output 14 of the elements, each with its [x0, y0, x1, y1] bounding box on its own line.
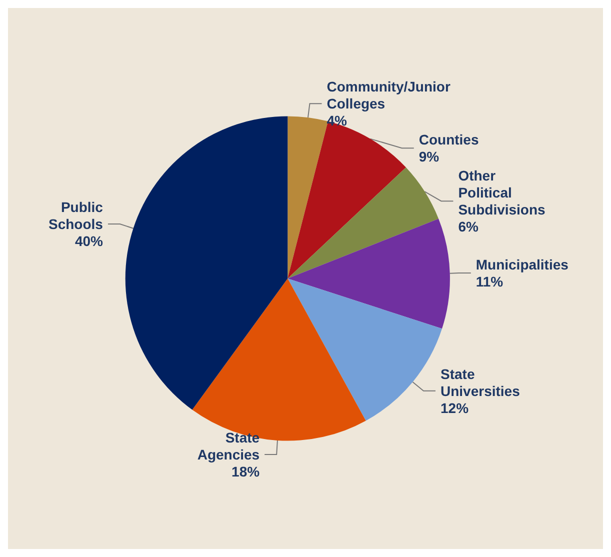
slice-label: Community/Junior Colleges [326, 78, 451, 112]
slice-label: Municipalities [476, 256, 569, 272]
data-label: 40% [74, 233, 104, 250]
slice-label: Public Schools [48, 199, 104, 232]
data-label: 18% [232, 463, 260, 480]
data-label: 12% [440, 400, 470, 416]
slice-label: Other Political Subdivisions [458, 168, 546, 218]
slice-label: State Universities [440, 366, 520, 399]
data-label: 9% [418, 148, 440, 165]
data-label: 4% [326, 112, 348, 129]
data-label: 11% [476, 273, 504, 290]
slice-label: Counties [418, 132, 479, 148]
data-label: 6% [458, 218, 479, 235]
slice-label: State Agencies [197, 429, 260, 462]
